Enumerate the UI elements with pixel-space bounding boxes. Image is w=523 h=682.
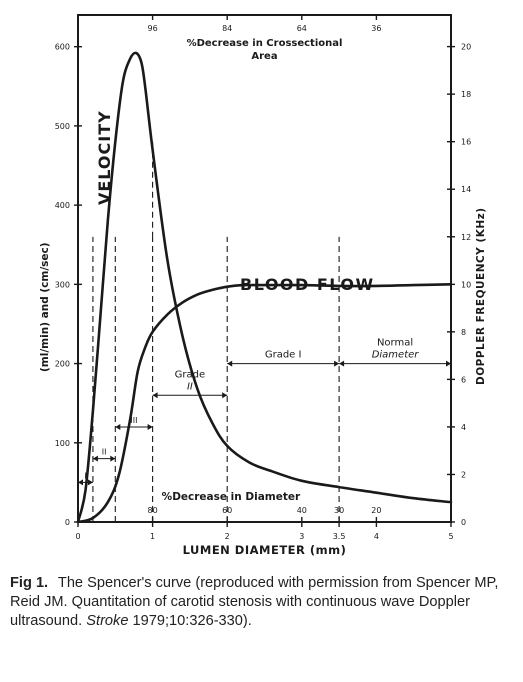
y-right-tick-label: 0 — [461, 518, 466, 527]
figure-caption: Fig 1. The Spencer's curve (reproduced w… — [10, 574, 515, 631]
series-line-blood-flow — [76, 283, 453, 524]
x-bottom-tick-label: 4 — [374, 532, 379, 541]
grade-label: III — [130, 416, 137, 425]
series-label-velocity: VELOCITY — [95, 110, 114, 205]
x-bottom-tick-label: 1 — [150, 532, 155, 541]
y-right-tick-label: 18 — [461, 90, 471, 99]
grade-arrow-head-left — [92, 455, 98, 462]
y-right-axis-title: DOPPLER FREQUENCY (KHz) — [475, 207, 487, 385]
x-bottom-axis-title: LUMEN DIAMETER (mm) — [183, 543, 347, 557]
y-left-tick-label: 0 — [65, 518, 70, 527]
x-inner-tick-label: 80 — [148, 506, 158, 515]
x-inner-tick-label: 30 — [334, 506, 344, 515]
grade-arrow-head-left — [227, 360, 233, 367]
y-left-tick-label: 300 — [55, 280, 70, 289]
grade-arrow-head-left — [78, 479, 83, 486]
plot-frame — [77, 14, 452, 523]
y-right-tick-label: 8 — [461, 328, 466, 337]
series-label-blood-flow: BLOOD FLOW — [240, 275, 375, 294]
grade-label: II — [102, 448, 107, 457]
series-layer — [76, 51, 453, 524]
x-top-tick-label: 84 — [222, 24, 232, 33]
grade-arrow-head-right — [110, 455, 116, 462]
grade-arrow-head-right — [222, 392, 228, 399]
grade-label: Grade — [175, 369, 206, 380]
caption-label: Fig 1. — [10, 575, 49, 591]
grade-sublabel: Diameter — [372, 350, 420, 361]
grade-arrow-head-left — [152, 392, 158, 399]
y-left-tick-label: 500 — [55, 122, 70, 131]
y-left-axis-title: (ml/min) and (cm/sec) — [39, 242, 51, 372]
x-bottom-tick-label: 3.5 — [333, 532, 346, 541]
x-bottom-tick-label: 0 — [75, 532, 80, 541]
y-right-tick-label: 4 — [461, 423, 466, 432]
x-bottom-tick-label: 2 — [225, 532, 230, 541]
y-left-tick-label: 200 — [55, 360, 70, 369]
y-right-tick-label: 14 — [461, 185, 471, 194]
x-inner-tick-label: 20 — [371, 506, 381, 515]
grade-arrow-head-left — [339, 360, 345, 367]
grade-arrow-head-left — [115, 423, 121, 430]
x-inner-axis-title: %Decrease in Diameter — [162, 491, 301, 503]
y-right-tick-label: 10 — [461, 280, 471, 289]
x-top-axis-title: %Decrease in Crossectional — [187, 38, 343, 49]
grade-arrow-head-right — [87, 479, 93, 486]
y-right-tick-label: 12 — [461, 233, 471, 242]
x-top-tick-label: 64 — [297, 24, 307, 33]
x-inner-tick-label: 40 — [297, 506, 307, 515]
y-left-tick-label: 400 — [55, 201, 70, 210]
x-top-tick-label: 96 — [148, 24, 158, 33]
grade-label: I — [84, 471, 86, 480]
plot-border — [77, 14, 452, 523]
labels-layer: VELOCITY BLOOD FLOW (ml/min) and (cm/sec) D… — [39, 38, 487, 557]
caption-text: The Spencer's curve (reproduced with per… — [10, 575, 499, 629]
grade-arrow-head-right — [446, 360, 451, 367]
grade-label: Normal — [377, 338, 413, 349]
x-top-tick-label: 36 — [371, 24, 381, 33]
grade-arrow-head-right — [147, 423, 153, 430]
x-bottom-tick-label: 3 — [299, 532, 304, 541]
x-inner-tick-label: 60 — [222, 506, 232, 515]
y-right-tick-label: 20 — [461, 43, 471, 52]
caption-journal: Stroke — [86, 613, 129, 629]
x-bottom-tick-label: 5 — [448, 532, 453, 541]
x-top-axis-title-line2: Area — [251, 51, 277, 62]
caption-citation: 1979;10:326-330). — [132, 613, 252, 629]
y-right-tick-label: 6 — [461, 375, 466, 384]
dashed-guides — [92, 141, 340, 522]
grade-sublabel: II — [187, 381, 193, 392]
y-right-tick-label: 2 — [461, 470, 466, 479]
y-right-tick-label: 16 — [461, 138, 471, 147]
y-left-tick-label: 600 — [55, 43, 70, 52]
grade-arrow-head-right — [334, 360, 340, 367]
series-line-velocity — [76, 51, 453, 524]
y-left-tick-label: 100 — [55, 439, 70, 448]
grade-label: Grade I — [265, 350, 302, 361]
